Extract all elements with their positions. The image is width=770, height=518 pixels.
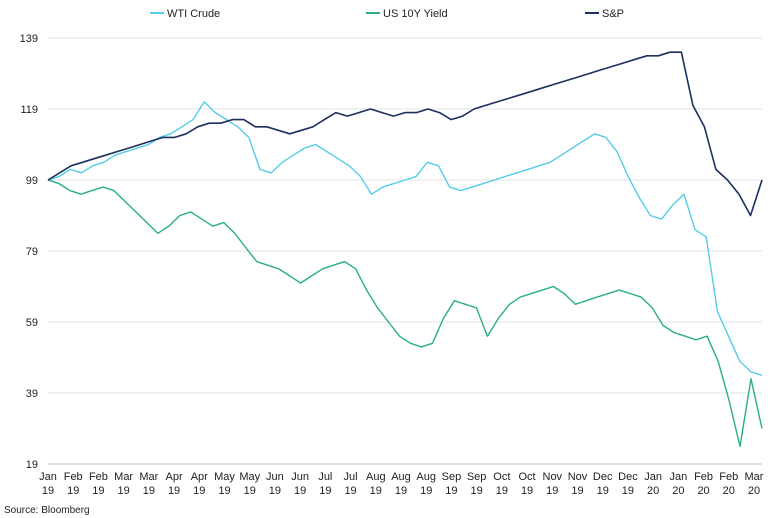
x-tick-label: Aug: [366, 471, 386, 483]
y-tick-label: 19: [26, 459, 38, 471]
x-tick-year: 19: [118, 485, 130, 497]
x-tick-label: Feb: [719, 471, 738, 483]
y-tick-label: 139: [20, 33, 38, 45]
x-tick-label: Dec: [618, 471, 638, 483]
x-tick-year: 19: [496, 485, 508, 497]
x-tick-year: 19: [344, 485, 356, 497]
series-line-wti-crude: [47, 101, 763, 376]
x-tick-year: 19: [597, 485, 609, 497]
series-line-us-10y-yield: [47, 179, 763, 447]
series-line-s-p: [47, 51, 763, 217]
source-note: Source: Bloomberg: [4, 505, 90, 516]
x-tick-year: 19: [420, 485, 432, 497]
x-tick-label: Apr: [191, 471, 208, 483]
x-tick-label: Mar: [139, 471, 158, 483]
x-tick-label: Mar: [745, 471, 764, 483]
x-tick-label: Nov: [568, 471, 588, 483]
legend: WTI Crude US 10Y Yield S&P: [150, 8, 624, 20]
x-tick-year: 20: [647, 485, 659, 497]
x-axis: Jan 19 Feb 19 Feb 19 Mar 19 Mar 19 Apr 19 Apr 19 May 19…: [39, 463, 764, 497]
x-tick-label: Dec: [593, 471, 613, 483]
x-tick-year: 20: [697, 485, 709, 497]
x-tick-year: 19: [218, 485, 230, 497]
x-tick-year: 19: [294, 485, 306, 497]
x-tick-year: 20: [672, 485, 684, 497]
x-tick-year: 19: [67, 485, 79, 497]
x-tick-year: 19: [445, 485, 457, 497]
x-tick-label: Apr: [166, 471, 183, 483]
y-tick-label: 79: [26, 246, 38, 258]
x-tick-label: Aug: [391, 471, 411, 483]
x-tick-year: 19: [92, 485, 104, 497]
x-tick-year: 19: [395, 485, 407, 497]
x-tick-year: 20: [723, 485, 735, 497]
x-tick-year: 19: [269, 485, 281, 497]
y-axis: 139 119 99 79 59 39 19: [20, 33, 38, 471]
x-tick-year: 19: [168, 485, 180, 497]
x-tick-label: Feb: [89, 471, 108, 483]
legend-label: WTI Crude: [167, 8, 220, 20]
x-tick-label: Oct: [519, 471, 536, 483]
x-tick-year: 19: [143, 485, 155, 497]
x-tick-year: 19: [370, 485, 382, 497]
x-tick-label: Jan: [644, 471, 662, 483]
y-tick-label: 59: [26, 317, 38, 329]
legend-label: S&P: [602, 8, 624, 20]
x-tick-label: Jul: [318, 471, 332, 483]
x-tick-label: Oct: [493, 471, 510, 483]
x-tick-year: 19: [546, 485, 558, 497]
x-tick-label: Mar: [114, 471, 133, 483]
x-tick-label: Jul: [344, 471, 358, 483]
x-tick-year: 19: [471, 485, 483, 497]
x-tick-label: Jan: [39, 471, 57, 483]
x-tick-year: 19: [571, 485, 583, 497]
x-tick-year: 19: [244, 485, 256, 497]
x-tick-label: Feb: [694, 471, 713, 483]
x-tick-year: 19: [521, 485, 533, 497]
x-tick-label: Sep: [442, 471, 462, 483]
gridlines: [48, 37, 762, 465]
x-tick-year: 19: [622, 485, 634, 497]
y-tick-label: 119: [20, 104, 38, 116]
x-tick-year: 20: [748, 485, 760, 497]
x-tick-year: 19: [42, 485, 54, 497]
y-tick-label: 99: [26, 175, 38, 187]
x-tick-label: Jan: [669, 471, 687, 483]
y-tick-label: 39: [26, 388, 38, 400]
x-tick-label: Jun: [291, 471, 309, 483]
x-tick-label: Nov: [543, 471, 563, 483]
x-tick-label: Feb: [64, 471, 83, 483]
x-tick-label: Sep: [467, 471, 487, 483]
series-lines: [47, 51, 763, 447]
x-tick-label: Jun: [266, 471, 284, 483]
x-tick-label: May: [214, 471, 235, 483]
x-tick-label: Aug: [416, 471, 436, 483]
x-tick-label: May: [239, 471, 260, 483]
x-tick-year: 19: [319, 485, 331, 497]
legend-label: US 10Y Yield: [383, 8, 448, 20]
x-tick-year: 19: [193, 485, 205, 497]
